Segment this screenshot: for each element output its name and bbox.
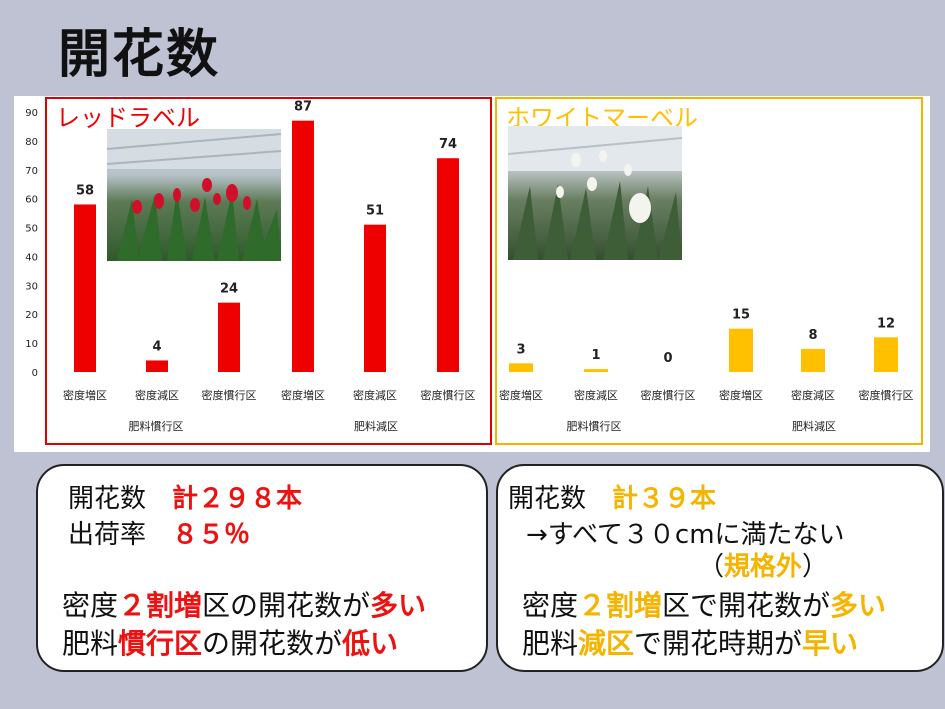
category-label: 密度増区 xyxy=(63,388,107,402)
chart-frame-2 xyxy=(495,97,923,445)
left-line-3: 密度２割増区の開花数が多い xyxy=(62,589,427,622)
category-label: 密度増区 xyxy=(499,388,543,402)
left-line-1: 開花数 計２９８本 xyxy=(68,484,303,514)
data-label: 3 xyxy=(516,342,525,357)
data-label: 74 xyxy=(439,137,457,152)
bar xyxy=(74,204,96,372)
y-tick-label: 40 xyxy=(25,252,38,263)
category-label: 密度慣行区 xyxy=(202,388,257,402)
data-label: 24 xyxy=(220,282,238,297)
bar xyxy=(437,158,459,372)
y-tick-label: 0 xyxy=(32,368,38,379)
left-summary-box: 開花数 計２９８本 出荷率 ８５％ 密度２割増区の開花数が多い 肥料慣行区の開花… xyxy=(36,464,488,672)
category-label: 密度慣行区 xyxy=(859,388,914,402)
y-tick-label: 10 xyxy=(25,339,38,350)
category-label: 密度増区 xyxy=(719,388,763,402)
category-label: 密度減区 xyxy=(791,388,835,402)
category-label: 密度慣行区 xyxy=(421,388,476,402)
data-label: 87 xyxy=(294,100,312,115)
right-line-4: 密度２割増区で開花数が多い xyxy=(522,589,887,622)
bar xyxy=(509,363,533,372)
y-tick-label: 80 xyxy=(25,137,38,148)
group-label: 肥料減区 xyxy=(792,419,836,433)
y-tick-label: 30 xyxy=(25,281,38,292)
right-line-2: →すべて３０cmに満たない xyxy=(526,520,845,550)
bar xyxy=(218,302,240,372)
right-line-1: 開花数 計３９本 xyxy=(508,484,717,514)
bar xyxy=(874,337,898,372)
y-tick-label: 70 xyxy=(25,166,38,177)
bar xyxy=(729,328,753,372)
chart-title-1: レッドラベル xyxy=(56,104,200,132)
data-label: 51 xyxy=(366,204,384,219)
data-label: 58 xyxy=(76,183,94,198)
y-tick-label: 50 xyxy=(25,224,38,235)
white-tulips-photo xyxy=(508,126,682,260)
right-line-5: 肥料減区で開花時期が早い xyxy=(522,627,859,660)
bar xyxy=(584,369,608,372)
category-label: 密度慣行区 xyxy=(641,388,696,402)
page-title: 開花数 xyxy=(58,25,221,85)
group-label: 肥料減区 xyxy=(354,419,398,433)
category-label: 密度減区 xyxy=(135,388,179,402)
bar xyxy=(146,360,168,372)
bar xyxy=(292,120,314,373)
chart-frame-1 xyxy=(45,97,492,445)
y-tick-label: 90 xyxy=(25,108,38,119)
data-label: 12 xyxy=(877,316,895,331)
right-summary-box: 開花数 計３９本 →すべて３０cmに満たない （規格外） 密度２割増区で開花数が… xyxy=(496,464,944,672)
category-label: 密度減区 xyxy=(574,388,618,402)
data-label: 4 xyxy=(152,339,161,354)
category-label: 密度減区 xyxy=(353,388,397,402)
data-label: 0 xyxy=(663,351,672,366)
data-label: 8 xyxy=(808,328,817,343)
bar xyxy=(364,224,386,372)
y-tick-label: 20 xyxy=(25,310,38,321)
data-label: 15 xyxy=(732,308,750,323)
category-label: 密度増区 xyxy=(281,388,325,402)
red-tulips-photo xyxy=(107,129,281,261)
data-label: 1 xyxy=(591,348,600,363)
right-line-3: （規格外） xyxy=(698,552,829,582)
chart-area: 0 10 20 30 40 50 60 70 80 90 レッドラベル 58 密度増区 4 密度減区 24 密度… xyxy=(14,96,930,452)
bar xyxy=(801,348,825,372)
group-label: 肥料慣行区 xyxy=(129,419,184,433)
left-line-4: 肥料慣行区の開花数が低い xyxy=(62,627,399,660)
group-label: 肥料慣行区 xyxy=(567,419,622,433)
left-line-2: 出荷率 ８５％ xyxy=(68,520,251,550)
y-tick-label: 60 xyxy=(25,195,38,206)
